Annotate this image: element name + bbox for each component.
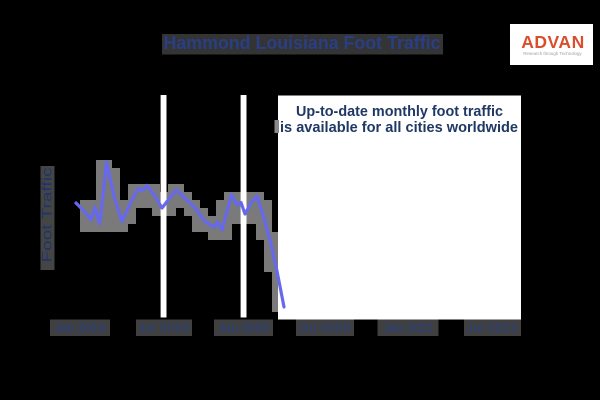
svg-text:ADVAN: ADVAN <box>521 32 584 52</box>
svg-text:Jan 2021: Jan 2021 <box>383 320 434 335</box>
svg-text:Jan 2020: Jan 2020 <box>218 320 269 335</box>
svg-text:Hammond Louisiana Foot Traffic: Hammond Louisiana Foot Traffic <box>164 33 441 53</box>
svg-text:Jul 2021: Jul 2021 <box>467 320 518 335</box>
svg-text:Jan 2019: Jan 2019 <box>55 320 106 335</box>
svg-text:is available for all cities wo: is available for all cities worldwide <box>280 119 518 136</box>
svg-text:Up-to-date monthly foot traffi: Up-to-date monthly foot traffic <box>296 103 503 120</box>
svg-text:Research through Technology: Research through Technology <box>523 51 582 56</box>
svg-text:Jul 2020: Jul 2020 <box>299 320 350 335</box>
svg-text:Foot Traffic: Foot Traffic <box>39 168 55 263</box>
svg-text:Jul 2019: Jul 2019 <box>138 320 189 335</box>
